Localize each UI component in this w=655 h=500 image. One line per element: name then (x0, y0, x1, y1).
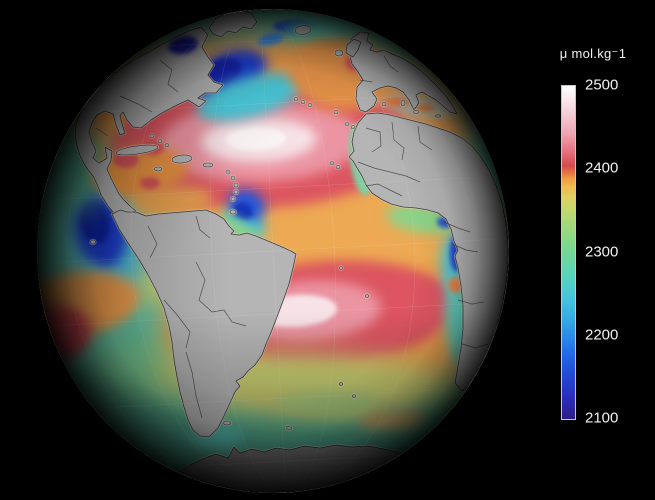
colorbar-title: μ mol.kg⁻1 (559, 46, 627, 61)
colorbar-gradient (561, 85, 576, 420)
colorbar-tick-2400: 2400 (585, 159, 619, 177)
colorbar-tick-2100: 2100 (585, 409, 619, 427)
colorbar-tick-2200: 2200 (585, 326, 619, 344)
colorbar-tick-2300: 2300 (585, 243, 619, 260)
colorbar-tick-2500: 2500 (585, 76, 619, 94)
